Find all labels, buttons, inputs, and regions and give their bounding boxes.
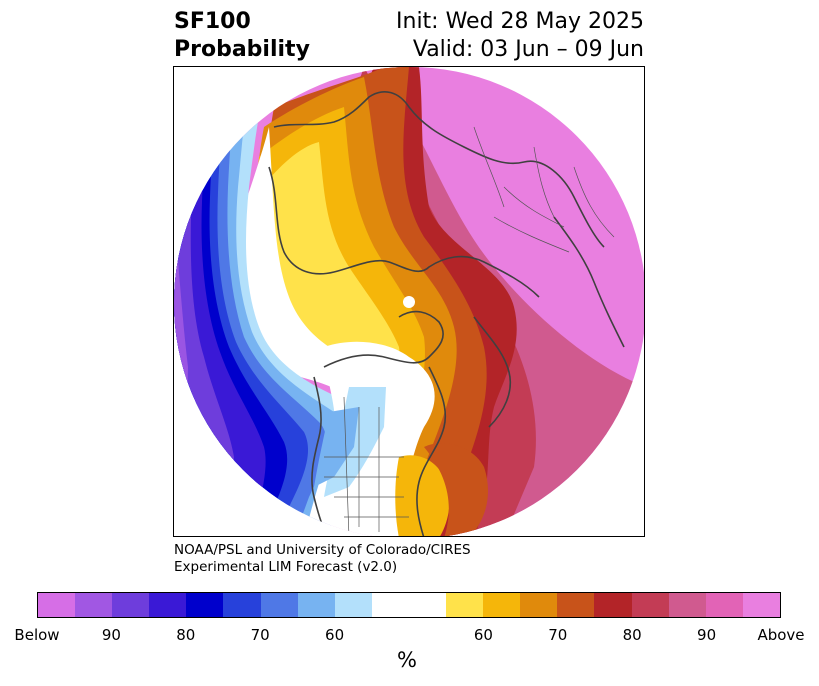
colorbar-segment <box>742 593 780 617</box>
colorbar-segment <box>334 593 372 617</box>
product-name: SF100 <box>174 9 251 34</box>
chart-title-left: SF100 Probability <box>174 8 310 64</box>
colorbar-segment <box>371 593 409 617</box>
colorbar-segment <box>112 593 150 617</box>
chart-title-right: Init: Wed 28 May 2025 Valid: 03 Jun – 09… <box>396 8 644 64</box>
colorbar-segment <box>186 593 224 617</box>
credit-line-2: Experimental LIM Forecast (v2.0) <box>174 559 398 575</box>
colorbar-tick-label: Below <box>14 626 60 644</box>
colorbar-tick-label: 70 <box>250 626 270 644</box>
colorbar-segment <box>149 593 187 617</box>
colorbar-tick-label: 60 <box>325 626 345 644</box>
na-below-65 <box>314 407 359 487</box>
colorbar-segment <box>408 593 447 617</box>
colorbar-segment <box>483 593 521 617</box>
colorbar-segment <box>668 593 706 617</box>
colorbar-tick-label: 70 <box>548 626 568 644</box>
colorbar-tick-label: Above <box>757 626 805 644</box>
colorbar-segment <box>75 593 113 617</box>
atlantic-above-75 <box>424 443 488 536</box>
borders <box>324 126 615 536</box>
colorbar-segment <box>260 593 298 617</box>
coastlines <box>268 91 625 536</box>
colorbar-tick-label: 60 <box>473 626 493 644</box>
variable-name: Probability <box>174 37 310 62</box>
colorbar-segment <box>223 593 261 617</box>
probability-map <box>174 67 644 536</box>
colorbar-tick-label: 80 <box>176 626 196 644</box>
colorbar-segment <box>705 593 743 617</box>
colorbar-segment <box>594 593 632 617</box>
na-below-60 <box>324 387 386 497</box>
colorbar-segment <box>38 593 76 617</box>
colorbar-segment <box>631 593 669 617</box>
above-60-band <box>259 142 400 507</box>
colorbar-segment <box>520 593 558 617</box>
colorbar-segment <box>557 593 595 617</box>
colorbar-tick-label: 90 <box>697 626 717 644</box>
valid-range: Valid: 03 Jun – 09 Jun <box>412 37 644 62</box>
colorbar <box>37 592 781 618</box>
map-panel <box>173 66 645 537</box>
colorbar-segment <box>446 593 484 617</box>
source-credit: NOAA/PSL and University of Colorado/CIRE… <box>174 542 471 576</box>
init-date: Init: Wed 28 May 2025 <box>396 9 644 34</box>
credit-line-1: NOAA/PSL and University of Colorado/CIRE… <box>174 542 471 558</box>
colorbar-tick-label: 80 <box>622 626 642 644</box>
north-pole-marker <box>403 296 415 308</box>
colorbar-unit: % <box>397 648 417 672</box>
neutral-band <box>235 127 399 536</box>
colorbar-segment <box>297 593 335 617</box>
colorbar-tick-label: 90 <box>101 626 121 644</box>
